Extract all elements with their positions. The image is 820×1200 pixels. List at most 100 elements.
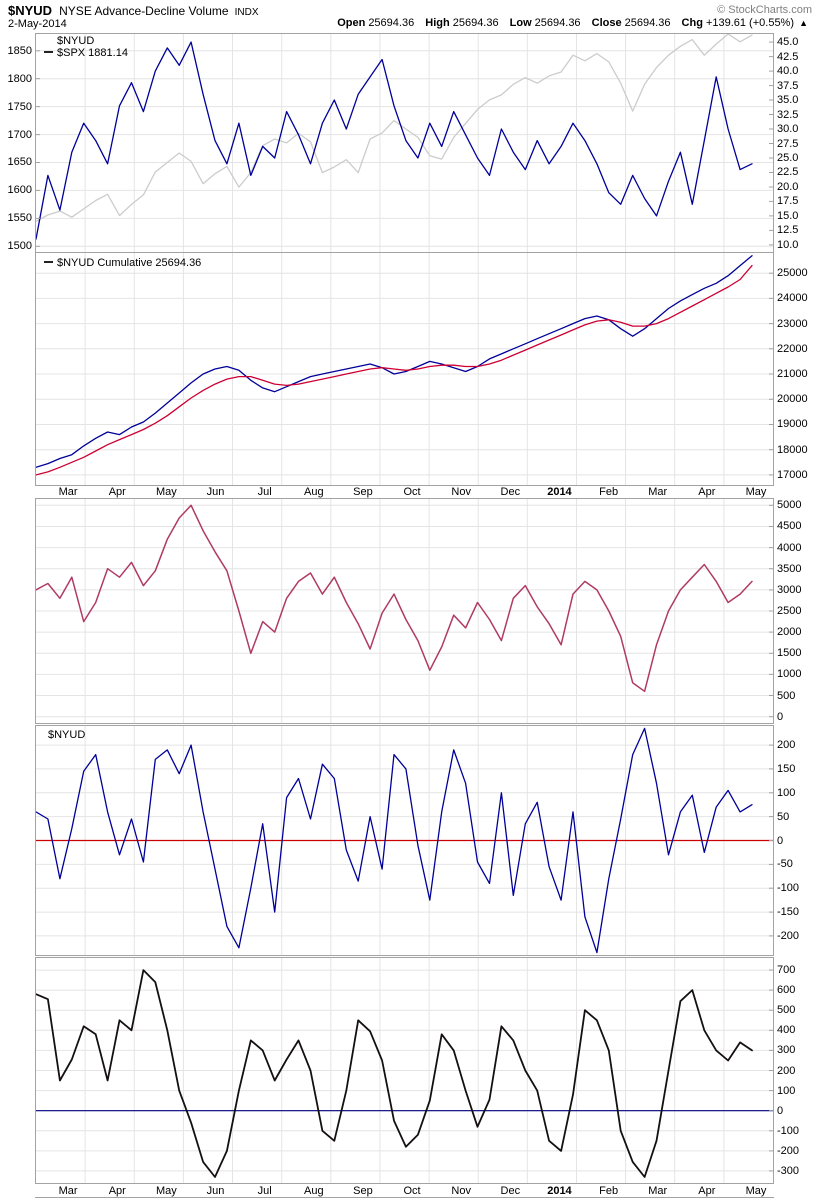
x-tick-label: Aug <box>304 486 324 498</box>
y-tick-label: 20000 <box>777 393 808 406</box>
close-value: 25694.36 <box>624 17 671 29</box>
x-tick-label: May <box>745 1185 767 1197</box>
panel-nyud-daily <box>35 725 774 956</box>
y-tick-label: -50 <box>777 858 793 871</box>
y-tick-label: 700 <box>777 964 796 977</box>
panel-price-overlay <box>35 33 774 254</box>
y-tick-label: 12.5 <box>777 224 799 237</box>
y-tick-label: 1800 <box>7 72 32 85</box>
x-tick-label: Jul <box>257 1185 272 1197</box>
y-tick-label: 5000 <box>777 499 802 512</box>
legend-dash-icon <box>44 261 53 264</box>
y-tick-label: 1750 <box>7 100 32 113</box>
stockcharts-credit: © StockCharts.com <box>717 4 812 16</box>
change-up-icon: ▲ <box>799 18 808 28</box>
y-tick-label: 600 <box>777 984 796 997</box>
y-tick-label: 25000 <box>777 267 808 280</box>
y-tick-label: 22000 <box>777 342 808 355</box>
chart-title: $NYUD NYSE Advance-Decline Volume INDX <box>8 3 259 18</box>
y-tick-label: 17.5 <box>777 195 799 208</box>
x-tick-label: Jun <box>206 486 225 498</box>
y-tick-label: 22.5 <box>777 166 799 179</box>
x-tick-label: Apr <box>698 1185 716 1197</box>
series-ad-volume <box>36 504 753 693</box>
y-tick-label: 0 <box>777 710 784 723</box>
y-tick-label: -100 <box>777 1124 800 1137</box>
y-tick-label: -100 <box>777 882 800 895</box>
y-tick-label: 100 <box>777 1084 796 1097</box>
x-tick-label: Mar <box>58 1185 78 1197</box>
series-nyud-daily <box>36 727 753 954</box>
x-tick-label: 2014 <box>547 486 572 498</box>
y-tick-label: 21000 <box>777 368 808 381</box>
x-tick-label: Dec <box>500 486 521 498</box>
y-tick-label: 1700 <box>7 128 32 141</box>
y-tick-label: 0 <box>777 834 784 847</box>
x-tick-label: Mar <box>58 486 78 498</box>
y-tick-label: 0 <box>777 1104 784 1117</box>
y-tick-label: 45.0 <box>777 36 799 49</box>
chart-canvas-ad-volume <box>36 499 773 723</box>
y-tick-label: 17000 <box>777 468 808 481</box>
y-tick-label: -200 <box>777 1144 800 1157</box>
x-tick-label: Aug <box>304 1185 324 1197</box>
legend-nyud-daily-label: $NYUD <box>48 729 86 741</box>
x-tick-label: Oct <box>403 486 421 498</box>
y-tick-label: 20.0 <box>777 180 799 193</box>
x-tick-label: May <box>745 486 767 498</box>
x-tick-label: May <box>156 1185 177 1197</box>
x-tick-label: Sep <box>353 1185 373 1197</box>
chart-canvas-nyud-daily <box>36 726 773 955</box>
y-tick-label: 2500 <box>777 605 802 617</box>
chart-date: 2-May-2014 <box>8 18 67 30</box>
y-tick-label: 27.5 <box>777 137 799 150</box>
high-value: 25694.36 <box>452 17 499 29</box>
open-label: Open <box>337 17 366 29</box>
x-tick-label: Oct <box>403 1185 421 1197</box>
x-tick-label: Jul <box>257 486 272 498</box>
y-tick-label: -150 <box>777 906 800 919</box>
y-tick-label: 200 <box>777 1064 796 1077</box>
y-tick-label: 19000 <box>777 418 808 431</box>
x-tick-label: Feb <box>599 1185 619 1197</box>
legend-panel-price: $NYUD $SPX 1881.14 <box>44 35 128 59</box>
y-tick-label: 300 <box>777 1044 796 1057</box>
y-tick-label: 2000 <box>777 626 802 639</box>
y-tick-label: 500 <box>777 689 796 702</box>
y-tick-label: 400 <box>777 1024 796 1037</box>
y-tick-label: 4000 <box>777 541 802 554</box>
series-nyud-cumulative <box>36 255 753 468</box>
y-tick-label: 1550 <box>7 212 32 225</box>
chg-value: +139.61 (+0.55%) <box>705 17 795 29</box>
y-tick-label: 50 <box>777 810 790 823</box>
bottom-border <box>35 1197 774 1198</box>
y-tick-label: 4500 <box>777 520 802 533</box>
y-tick-label: 18000 <box>777 443 808 456</box>
symbol-title: $NYUD <box>8 3 53 18</box>
x-tick-label: Feb <box>599 486 619 498</box>
y-tick-label: 1850 <box>7 44 32 57</box>
symbol-name: NYSE Advance-Decline Volume <box>59 4 229 18</box>
panel-nyud-cumulative <box>35 252 774 486</box>
y-tick-label: 100 <box>777 786 796 799</box>
y-tick-label: 10.0 <box>777 238 799 251</box>
y-tick-label: -200 <box>777 929 800 942</box>
low-label: Low <box>509 17 532 29</box>
x-tick-label: Apr <box>108 1185 126 1197</box>
chart-canvas-breadth-oscillator <box>36 958 773 1183</box>
y-tick-label: 500 <box>777 1004 796 1017</box>
y-tick-label: 1650 <box>7 156 32 169</box>
y-tick-label: 40.0 <box>777 65 799 78</box>
open-value: 25694.36 <box>368 17 415 29</box>
y-tick-label: 1500 <box>777 647 802 660</box>
y-tick-label: 1600 <box>7 184 32 197</box>
series-oscillator <box>36 969 753 1178</box>
x-tick-label: Dec <box>500 1185 521 1197</box>
x-tick-label: May <box>156 486 177 498</box>
x-tick-label: Nov <box>451 486 471 498</box>
y-tick-label: 3500 <box>777 562 802 575</box>
x-tick-label: Sep <box>353 486 373 498</box>
chg-label: Chg <box>681 17 703 29</box>
y-tick-label: 3000 <box>777 583 802 596</box>
